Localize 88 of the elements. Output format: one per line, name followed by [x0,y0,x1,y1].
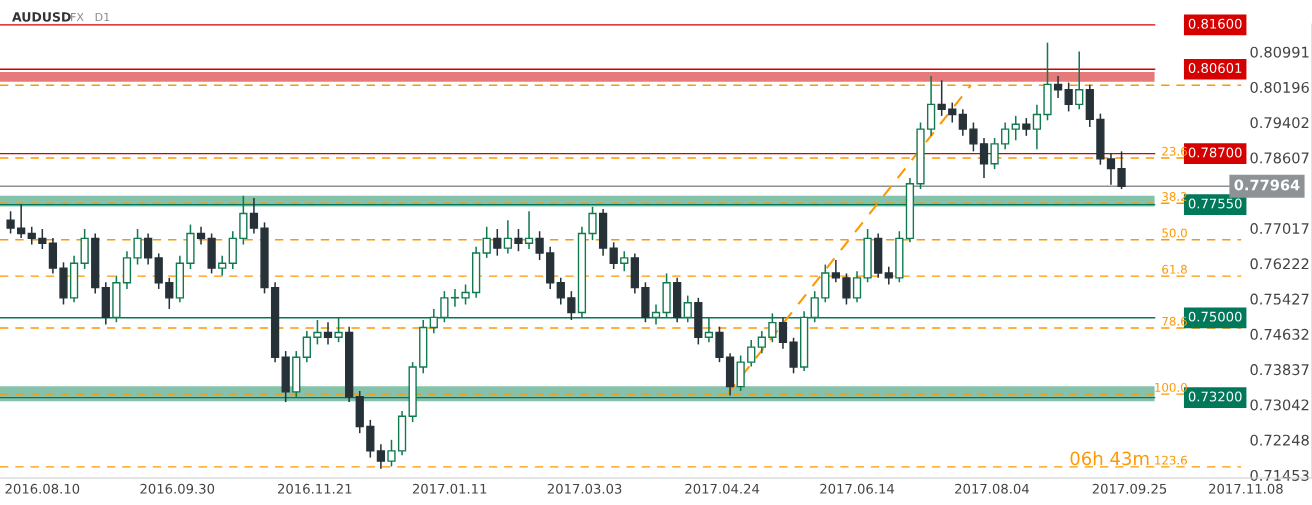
candlestick [6,210,15,235]
y-tick-label: 0.72248 [1250,434,1309,446]
candlestick [493,228,502,257]
y-tick-label: 0.73837 [1250,364,1309,376]
candlestick [768,312,777,343]
chart-title: AUDUSD [12,12,71,22]
candlestick [937,79,946,117]
candlestick [778,317,788,350]
ref-line-label: 0.81600 [1188,18,1242,29]
candlestick [810,290,819,323]
candlestick [651,303,661,326]
candlestick [1032,104,1042,150]
x-tick-label: 2017.11.08 [1209,483,1283,494]
candlestick [387,439,396,468]
candlestick [218,254,227,277]
candlestick [556,277,565,306]
candlestick [747,339,756,368]
candlestick [842,272,851,306]
candlestick [461,283,470,306]
candlestick [958,108,967,137]
candlestick [313,319,322,346]
candlestick [1106,152,1116,186]
x-tick-label: 2017.01.11 [412,483,487,494]
y-tick-label: 0.77017 [1250,222,1309,235]
candlestick [249,197,259,235]
candlestick [831,259,841,284]
annotation: 06h 43m [1070,451,1149,466]
candlestick [503,219,513,255]
candlestick [683,294,692,323]
candlestick [334,317,343,343]
x-tick-label: 2017.08.04 [955,483,1029,494]
x-tick-label: 2016.08.10 [5,483,80,494]
ref-line-label: 0.75000 [1188,311,1242,322]
candlestick [704,317,714,343]
annotation: 50.0 [1162,228,1187,238]
candlestick [133,228,142,266]
candlestick [757,330,766,355]
ref-line-label: 0.77550 [1188,198,1242,209]
candlestick [143,232,153,266]
candlestick [990,137,999,170]
candlestick [323,321,333,346]
annotation: 61.8 [1162,264,1187,274]
annotation: 100.0 [1155,382,1187,392]
candlestick [1001,121,1010,150]
y-tick-label: 0.80196 [1250,81,1309,93]
x-tick-label: 2016.09.30 [140,483,215,494]
candlestick [440,290,449,323]
ref-line-label: 0.77964 [1234,179,1300,191]
y-tick-label: 0.79402 [1250,117,1309,129]
ref-line-label: 0.80601 [1188,63,1242,74]
y-tick-label: 0.75427 [1250,293,1309,305]
x-tick-label: 2017.04.24 [685,483,760,494]
x-tick-label: 2017.09.25 [1092,483,1167,494]
x-tick-label: 2017.03.03 [547,483,622,494]
y-tick-label: 0.78607 [1250,152,1309,164]
y-tick-label: 0.76222 [1250,258,1309,270]
candlestick [979,137,989,179]
candlestick [482,226,491,259]
annotation: 123.6 [1155,455,1187,465]
candlestick [302,330,311,363]
y-tick-label: 0.73042 [1250,399,1309,411]
candlestick [609,241,618,270]
y-tick-label: 0.80991 [1250,46,1309,58]
candlestick [376,443,386,470]
y-tick-label: 0.74632 [1250,328,1309,340]
candlestick [535,230,544,261]
candlestick [1075,50,1084,110]
candlestick [165,277,174,310]
candlestick [1117,150,1126,190]
chart-subtitle: FX D1 [71,12,110,22]
candlestick [852,270,862,304]
candlestick [524,210,534,250]
candlestick [969,121,978,153]
candlestick [38,228,47,250]
candlestick [1011,115,1020,142]
ref-line-label: 0.73200 [1188,391,1242,402]
candlestick [450,288,460,308]
x-tick-label: 2016.11.21 [277,483,352,494]
candlestick [1064,81,1073,113]
candlestick [429,308,438,335]
candlestick [567,290,576,321]
candlestick [620,250,629,272]
ref-line-label: 0.78700 [1188,147,1242,158]
y-tick-label: 0.71453 [1250,469,1309,481]
candlestick [17,203,26,239]
candlestick [514,228,523,252]
x-tick-label: 2017.06.14 [820,483,895,494]
candlestick [588,206,597,241]
